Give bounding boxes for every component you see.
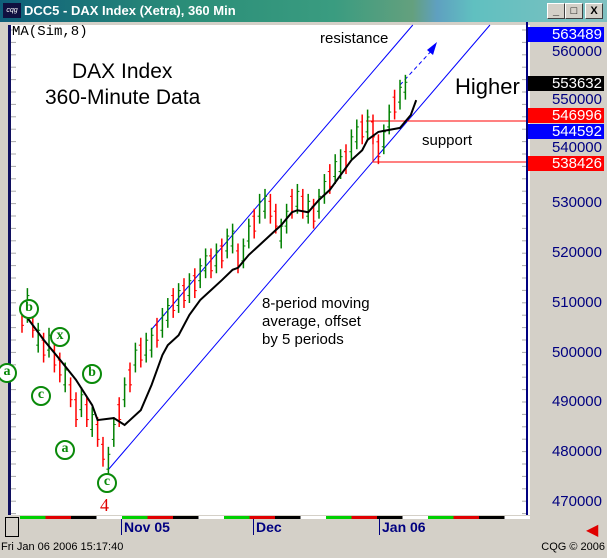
session-stripe <box>249 516 275 519</box>
wave-label-c: c <box>31 386 51 406</box>
session-stripe <box>147 516 173 519</box>
price-tick-label: 500000 <box>551 344 602 361</box>
status-copyright: CQG © 2006 <box>541 541 605 553</box>
session-stripe <box>71 516 97 519</box>
wave-label-b: b <box>19 299 39 319</box>
session-stripe <box>275 516 301 519</box>
wave-label-c: c <box>97 473 117 493</box>
support-label: support <box>422 132 473 149</box>
moving-average-line <box>26 99 418 427</box>
session-stripe <box>479 516 505 519</box>
price-tick-label: 520000 <box>551 244 602 261</box>
higher-label: Higher <box>455 74 520 99</box>
ma-note: 8-period moving average, offset by 5 per… <box>262 295 370 349</box>
ma-note-line: average, offset <box>262 313 361 330</box>
session-stripe <box>198 516 224 519</box>
session-stripe <box>453 516 479 519</box>
price-tick-label: 470000 <box>551 493 602 510</box>
session-stripe <box>504 516 530 519</box>
wave-label-a: a <box>0 363 17 383</box>
scroll-box[interactable] <box>5 517 19 537</box>
session-stripe <box>351 516 377 519</box>
scroll-right-arrow-icon[interactable]: ◀ <box>586 522 599 539</box>
upper-channel-line <box>150 24 414 331</box>
arrow-head-icon <box>427 42 437 55</box>
study-label: MA(Sim,8) <box>12 24 88 40</box>
session-stripe <box>224 516 250 519</box>
price-tick-label: 550000 <box>551 91 602 108</box>
price-tick-label: 510000 <box>551 294 602 311</box>
title-bar: cqg DCC5 - DAX Index (Xetra), 360 Min _ … <box>0 0 607 22</box>
session-stripe <box>402 516 428 519</box>
chart-plot-area <box>8 25 530 515</box>
session-stripe <box>377 516 403 519</box>
price-marker-label: 546996 <box>528 108 604 123</box>
ma-note-line: 8-period moving <box>262 295 370 312</box>
wave-4-label: 4 <box>100 495 109 515</box>
price-tick-label: 480000 <box>551 443 602 460</box>
session-stripe <box>428 516 454 519</box>
maximize-button[interactable]: □ <box>565 3 583 19</box>
session-stripe <box>45 516 71 519</box>
session-stripe <box>300 516 326 519</box>
session-stripe <box>96 516 122 519</box>
session-stripe <box>173 516 199 519</box>
session-stripe <box>326 516 352 519</box>
session-stripe <box>122 516 148 519</box>
resistance-label: resistance <box>320 30 389 47</box>
wave-label-x: x <box>50 327 70 347</box>
session-stripe <box>20 516 46 519</box>
ma-note-line: by 5 periods <box>262 331 344 348</box>
chart-title: DAX Index <box>72 60 173 83</box>
price-marker-label: 544592 <box>528 124 604 139</box>
price-tick-label: 530000 <box>551 194 602 211</box>
price-tick-label: 490000 <box>551 393 602 410</box>
price-marker-label: 563489 <box>528 27 604 42</box>
time-label-dec: Dec <box>253 519 282 535</box>
time-label-nov: Nov 05 <box>121 519 170 535</box>
wave-label-a: a <box>55 440 75 460</box>
wave-label-b: b <box>82 364 102 384</box>
window-title: DCC5 - DAX Index (Xetra), 360 Min <box>24 3 236 18</box>
time-label-jan: Jan 06 <box>379 519 426 535</box>
close-button[interactable]: X <box>585 3 603 19</box>
cqg-logo: cqg <box>3 3 21 18</box>
price-marker-label: 538426 <box>528 156 604 171</box>
minimize-button[interactable]: _ <box>547 3 565 19</box>
lower-channel-line <box>107 24 491 471</box>
price-marker-label: 553632 <box>528 76 604 91</box>
chart-subtitle: 360-Minute Data <box>45 86 201 109</box>
price-tick-label: 540000 <box>551 139 602 156</box>
price-tick-label: 560000 <box>551 43 602 60</box>
status-datetime: Fri Jan 06 2006 15:17:40 <box>1 541 124 553</box>
